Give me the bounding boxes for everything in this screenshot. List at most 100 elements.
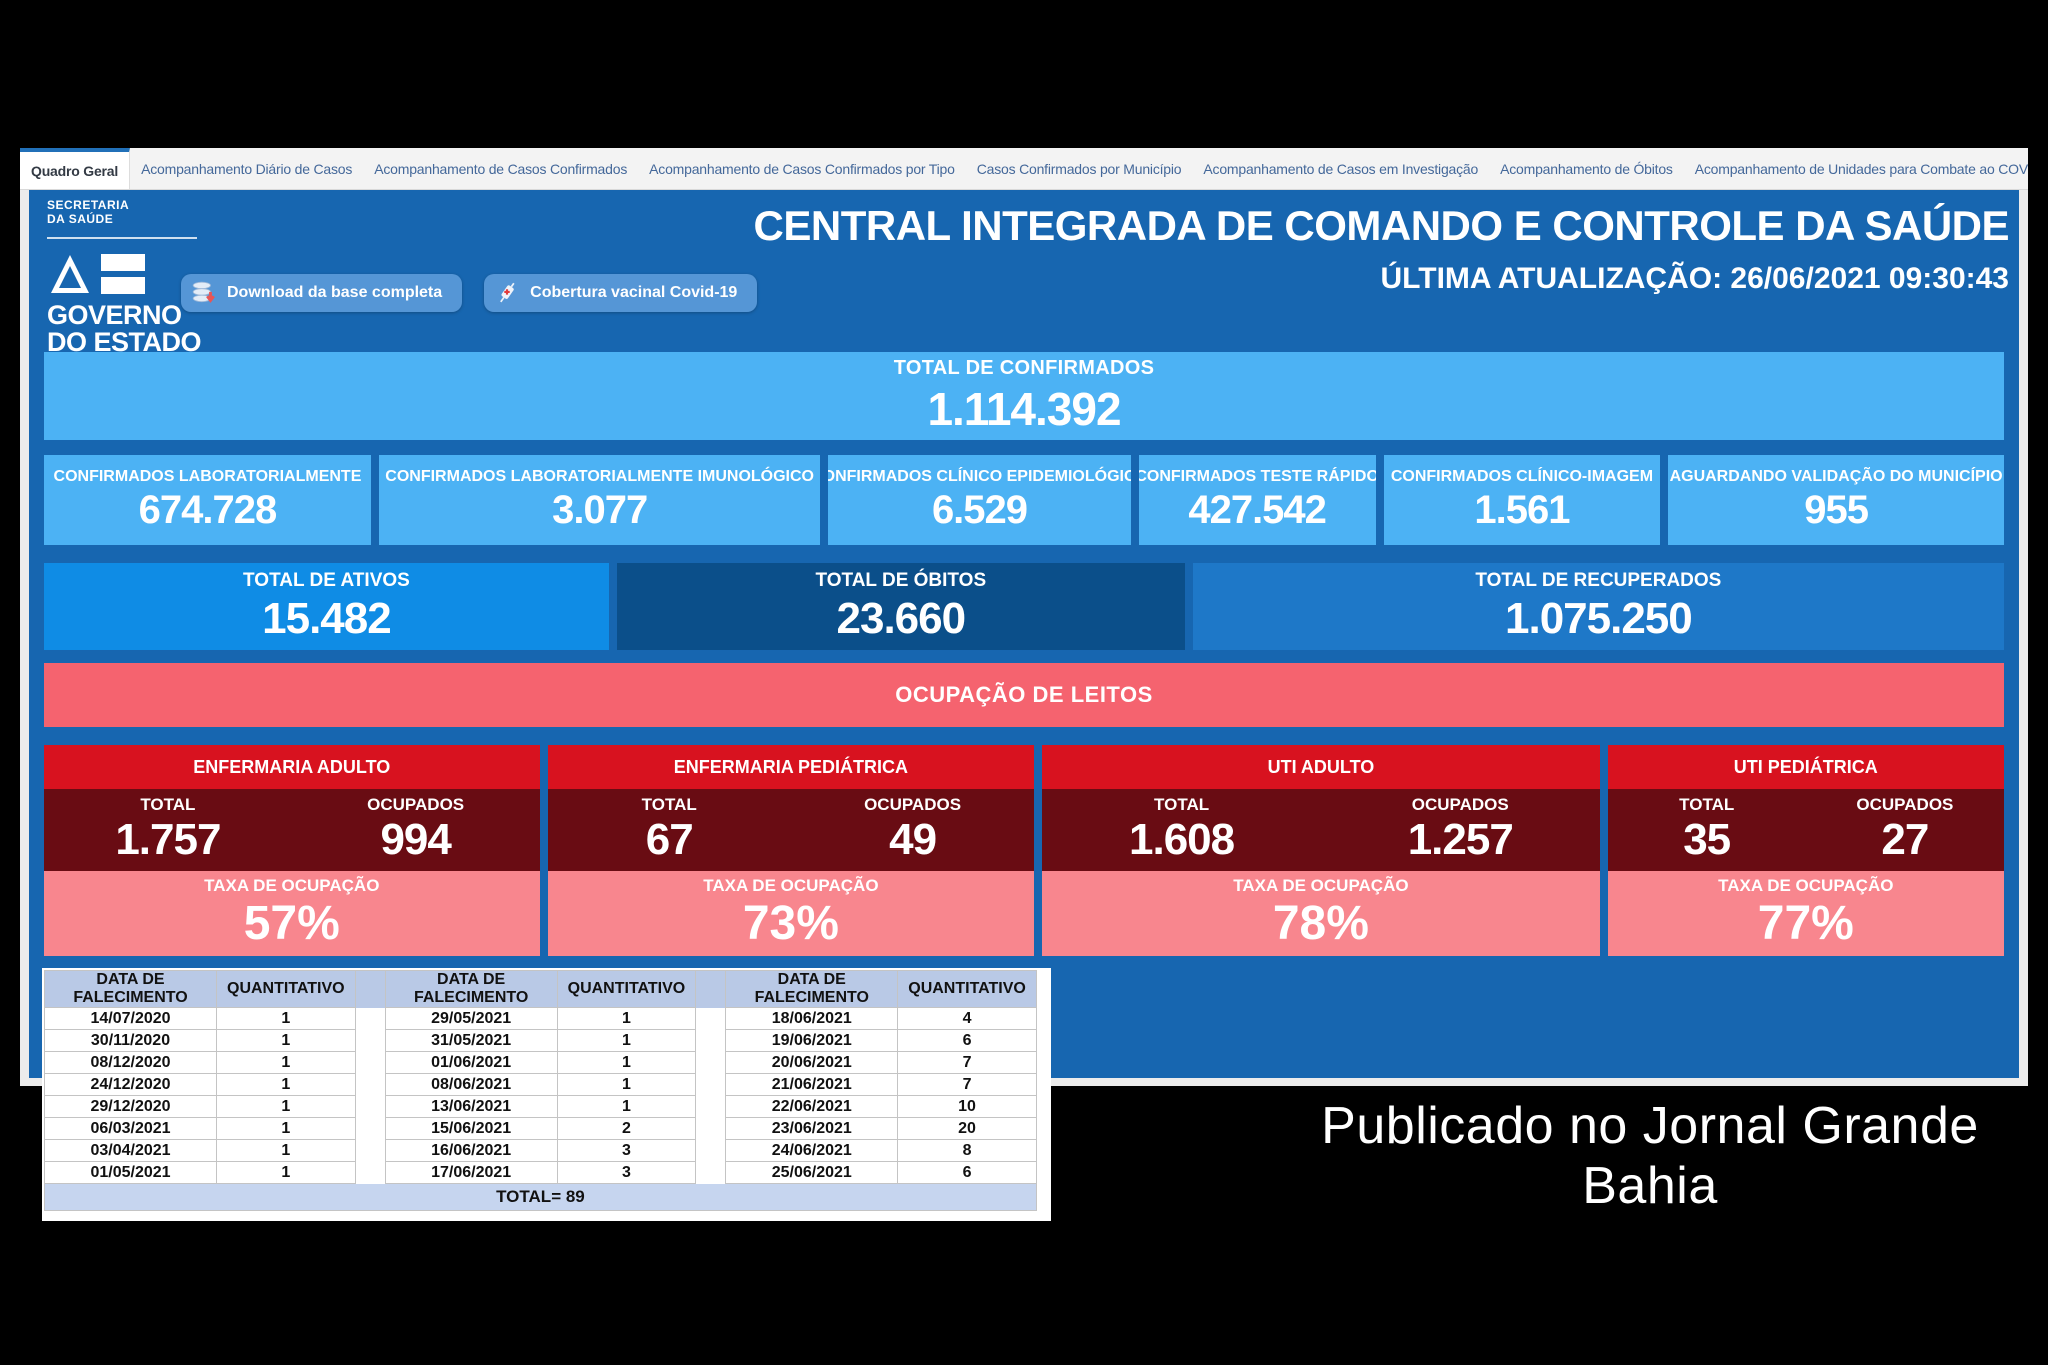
- bed-group-name: UTI ADULTO: [1042, 745, 1600, 789]
- tab-acompanhamento-de-obitos[interactable]: Acompanhamento de Óbitos: [1500, 160, 1673, 177]
- death-date: 03/04/2021: [44, 1139, 217, 1162]
- tab-acompanhamento-diario-de-casos[interactable]: Acompanhamento Diário de Casos: [141, 160, 353, 177]
- bed-group-body: TOTAL 67 OCUPADOS 49: [547, 789, 1035, 871]
- deaths-table: DATA DE FALECIMENTO QUANTITATIVO DATA DE…: [44, 970, 1037, 1211]
- card-confirmados-teste-rapido: CONFIRMADOS TESTE RÁPIDO 427.542: [1138, 455, 1376, 545]
- death-qty: 8: [897, 1139, 1037, 1162]
- death-date: 21/06/2021: [725, 1073, 899, 1096]
- dashboard-header: SECRETARIA DA SAÚDE GOVERNO DO ESTADO: [29, 190, 2019, 356]
- col-spacer: [695, 1117, 727, 1140]
- dashboard-content: SECRETARIA DA SAÚDE GOVERNO DO ESTADO: [29, 190, 2019, 1078]
- death-qty: 1: [216, 1139, 356, 1162]
- death-date: 25/06/2021: [725, 1161, 899, 1184]
- bed-rate-value: 77%: [1757, 897, 1854, 950]
- logo-divider: [47, 236, 197, 239]
- col-spacer: [354, 1139, 386, 1162]
- bed-group-body: TOTAL 1.757 OCUPADOS 994: [44, 789, 540, 871]
- death-date: 19/06/2021: [725, 1029, 899, 1052]
- death-date: 06/03/2021: [44, 1117, 217, 1140]
- death-qty: 6: [897, 1161, 1037, 1184]
- death-qty: 1: [556, 1007, 697, 1030]
- bed-total-label: TOTAL: [140, 795, 196, 814]
- card-confirmados-laboratorialmente-imunologico: CONFIRMADOS LABORATORIALMENTE IMUNOLÓGIC…: [378, 455, 821, 545]
- bed-rate-section: TAXA DE OCUPAÇÃO 73%: [547, 871, 1035, 956]
- stat-value: 427.542: [1188, 487, 1327, 532]
- death-qty: 1: [216, 1051, 356, 1074]
- government-logo: SECRETARIA DA SAÚDE GOVERNO DO ESTADO: [47, 198, 202, 357]
- death-qty: 2: [556, 1117, 697, 1140]
- stat-value: 955: [1804, 487, 1869, 532]
- death-qty: 7: [897, 1051, 1037, 1074]
- death-date: 15/06/2021: [384, 1117, 558, 1140]
- tab-acompanhamento-de-unidades-covid19[interactable]: Acompanhamento de Unidades para Combate …: [1694, 160, 2028, 177]
- bed-occupied-value: 994: [380, 815, 451, 864]
- total-confirmed-card: TOTAL DE CONFIRMADOS 1.114.392: [44, 352, 2004, 440]
- col-spacer: [354, 1161, 386, 1184]
- col-spacer: [354, 1073, 386, 1096]
- tab-acompanhamento-de-casos-em-investigacao[interactable]: Acompanhamento de Casos em Investigação: [1203, 160, 1479, 177]
- dashboard-window: Quadro Geral Acompanhamento Diário de Ca…: [20, 148, 2028, 1086]
- stat-value: 23.660: [836, 593, 967, 643]
- death-date: 24/06/2021: [725, 1139, 899, 1162]
- bed-rate-section: TAXA DE OCUPAÇÃO 78%: [1042, 871, 1600, 956]
- stat-value: 1.075.250: [1505, 593, 1693, 643]
- stat-label: TOTAL DE RECUPERADOS: [1475, 569, 1722, 591]
- stat-value: 3.077: [552, 487, 648, 532]
- bed-occupied-label: OCUPADOS: [864, 795, 962, 814]
- vaccine-coverage-label: Cobertura vacinal Covid-19: [530, 284, 738, 301]
- deaths-total: TOTAL= 89: [44, 1183, 1037, 1211]
- download-base-button[interactable]: Download da base completa: [181, 274, 463, 312]
- death-qty: 1: [216, 1073, 356, 1096]
- col-spacer: [354, 1051, 386, 1074]
- bed-group-name: UTI PEDIÁTRICA: [1607, 745, 2004, 789]
- death-date: 13/06/2021: [384, 1095, 558, 1118]
- col-spacer: [695, 1161, 727, 1184]
- col-spacer: [354, 970, 386, 1008]
- bahia-flag-icon: [51, 253, 145, 294]
- death-qty: 4: [897, 1007, 1037, 1030]
- table-row: 06/03/2021 1 15/06/2021 2 23/06/2021 20: [44, 1117, 1037, 1140]
- bed-group-uti-pediatrica: UTI PEDIÁTRICA TOTAL 35 OCUPADOS 27 TAXA…: [1607, 745, 2004, 956]
- title-block: CENTRAL INTEGRADA DE COMANDO E CONTROLE …: [753, 202, 2010, 296]
- death-date: 29/12/2020: [44, 1095, 217, 1118]
- database-icon: [192, 281, 215, 303]
- death-qty: 10: [897, 1095, 1037, 1118]
- col-spacer: [354, 1117, 386, 1140]
- card-total-recuperados: TOTAL DE RECUPERADOS 1.075.250: [1192, 563, 2004, 650]
- bed-group-name: ENFERMARIA PEDIÁTRICA: [547, 745, 1035, 789]
- death-qty: 1: [556, 1051, 697, 1074]
- col-spacer: [695, 1073, 727, 1096]
- card-confirmados-clinico-imagem: CONFIRMADOS CLÍNICO-IMAGEM 1.561: [1383, 455, 1661, 545]
- bed-group-body: TOTAL 1.608 OCUPADOS 1.257: [1042, 789, 1600, 871]
- death-qty: 1: [216, 1095, 356, 1118]
- stat-label: CONFIRMADOS LABORATORIALMENTE: [53, 467, 362, 485]
- table-row: 30/11/2020 1 31/05/2021 1 19/06/2021 6: [44, 1029, 1037, 1052]
- bed-occupied-col: OCUPADOS 49: [791, 789, 1034, 871]
- deaths-table-total-row: TOTAL= 89: [44, 1183, 1037, 1211]
- logo-agency-line2: DA SAÚDE: [47, 212, 114, 227]
- bed-occupied-label: OCUPADOS: [1856, 795, 1954, 814]
- death-date: 17/06/2021: [384, 1161, 558, 1184]
- bed-total-col: TOTAL 35: [1608, 789, 1806, 871]
- stat-value: 15.482: [262, 593, 392, 643]
- bed-group-name: ENFERMARIA ADULTO: [44, 745, 540, 789]
- tab-quadro-geral[interactable]: Quadro Geral: [20, 148, 131, 189]
- bed-rate-label: TAXA DE OCUPAÇÃO: [204, 876, 380, 895]
- stat-label: TOTAL DE ATIVOS: [243, 569, 410, 591]
- bed-rate-label: TAXA DE OCUPAÇÃO: [703, 876, 879, 895]
- tab-acompanhamento-de-casos-confirmados[interactable]: Acompanhamento de Casos Confirmados: [374, 160, 628, 177]
- death-qty: 1: [216, 1161, 356, 1184]
- death-qty: 3: [556, 1139, 697, 1162]
- page-title: CENTRAL INTEGRADA DE COMANDO E CONTROLE …: [753, 202, 2010, 249]
- stat-value: 6.529: [931, 487, 1028, 532]
- bed-occupied-label: OCUPADOS: [367, 795, 465, 814]
- bed-rate-value: 78%: [1272, 897, 1369, 950]
- tab-casos-confirmados-por-municipio[interactable]: Casos Confirmados por Município: [976, 160, 1182, 177]
- col-header-date: DATA DE FALECIMENTO: [384, 970, 558, 1008]
- stat-value: 674.728: [138, 487, 278, 532]
- vaccine-coverage-button[interactable]: Cobertura vacinal Covid-19: [484, 274, 758, 312]
- card-confirmados-clinico-epidemiologico: CONFIRMADOS CLÍNICO EPIDEMIOLÓGICO 6.529: [828, 455, 1131, 545]
- tab-acompanhamento-de-casos-confirmados-por-tipo[interactable]: Acompanhamento de Casos Confirmados por …: [649, 160, 955, 177]
- bed-group-enfermaria-adulto: ENFERMARIA ADULTO TOTAL 1.757 OCUPADOS 9…: [44, 745, 540, 956]
- bed-occupied-col: OCUPADOS 994: [292, 789, 540, 871]
